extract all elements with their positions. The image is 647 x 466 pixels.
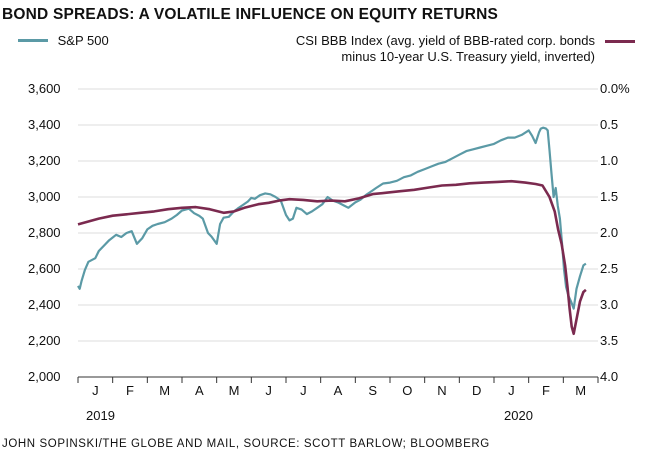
legend-csi-bbb-swatch: [605, 40, 635, 43]
y-right-tick-label: 2.5: [600, 261, 619, 276]
x-tick-label: J: [508, 383, 515, 398]
series-line-csi-bbb: [77, 179, 587, 336]
y-right-tick-label: 1.5: [600, 189, 619, 204]
x-tick-label: F: [126, 383, 134, 398]
x-tick-label: M: [159, 383, 171, 398]
y-left-tick-label: 3,000: [28, 189, 61, 204]
year-label-2019: 2019: [86, 408, 115, 423]
series-line-sp500: [77, 126, 587, 310]
x-tick-label: A: [333, 383, 343, 398]
y-left-tick-label: 3,400: [28, 117, 61, 132]
y-right-tick-label: 2.0: [600, 225, 619, 240]
y-right-tick-label: 3.0: [600, 297, 619, 312]
x-tick-label: D: [471, 383, 482, 398]
x-tick-label: N: [437, 383, 447, 398]
y-left-tick-label: 2,800: [28, 225, 61, 240]
y-left-tick-label: 2,600: [28, 261, 61, 276]
year-label-2020: 2020: [504, 408, 533, 423]
y-left-tick-label: 3,200: [28, 153, 61, 168]
legend-sp500-swatch: [18, 39, 48, 43]
y-right-tick-label: 0.5: [600, 117, 619, 132]
x-tick-label: S: [368, 383, 377, 398]
y-right-tick-label: 4.0: [600, 369, 619, 384]
source-credit: JOHN SOPINSKI/THE GLOBE AND MAIL, SOURCE…: [2, 438, 490, 450]
x-tick-label: M: [228, 383, 240, 398]
x-tick-label: F: [542, 383, 550, 398]
x-tick-label: O: [402, 383, 413, 398]
legend-csi-bbb-label: CSI BBB Index (avg. yield of BBB-rated c…: [295, 33, 595, 64]
x-tick-label: J: [265, 383, 272, 398]
x-tick-label: A: [194, 383, 204, 398]
x-tick-label: J: [92, 383, 99, 398]
y-right-tick-label: 3.5: [600, 333, 619, 348]
y-left-tick-label: 2,000: [28, 369, 61, 384]
legend-sp500: S&P 500: [18, 33, 109, 48]
y-right-tick-label: 1.0: [600, 153, 619, 168]
y-right-tick-label: 0.0%: [600, 81, 630, 96]
legend-sp500-label: S&P 500: [57, 33, 109, 48]
y-left-tick-label: 2,400: [28, 297, 61, 312]
y-left-tick-label: 2,200: [28, 333, 61, 348]
y-left-tick-label: 3,600: [28, 81, 61, 96]
x-tick-label: M: [575, 383, 587, 398]
legend-csi-bbb: CSI BBB Index (avg. yield of BBB-rated c…: [265, 33, 635, 65]
chart-title: BOND SPREADS: A VOLATILE INFLUENCE ON EQ…: [2, 6, 499, 23]
x-tick-label: J: [300, 383, 307, 398]
